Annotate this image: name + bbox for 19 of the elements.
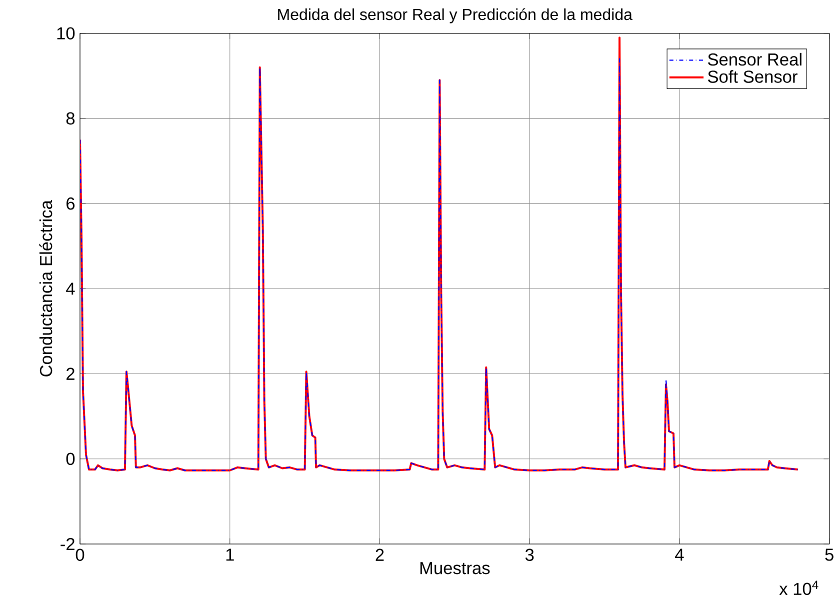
text: x 10$^{4}$ — [779, 580, 818, 596]
x-tick-label: 1 — [226, 548, 234, 561]
y-tick-label: 6 — [66, 197, 75, 210]
x-tick-label: 3 — [525, 548, 534, 561]
x-tick-label: 2 — [376, 548, 384, 561]
y-tick-label: -2 — [60, 538, 74, 550]
y-axis-title: Conductancia Eléctrica — [39, 200, 52, 376]
y-tick-label: 2 — [66, 368, 74, 380]
x-tick-label: 4 — [675, 548, 684, 561]
y-tick-label: 10 — [57, 27, 75, 40]
x-tick-label: 5 — [825, 548, 834, 561]
x-axis-title: Muestras — [420, 562, 490, 574]
y-tick-label: 0 — [66, 452, 75, 466]
y-tick-label: 8 — [66, 112, 75, 125]
legend-label: Sensor Real — [708, 52, 802, 66]
x-tick-label: 0 — [76, 548, 84, 561]
chart-title: Medida del sensor Real y Predicción de la medida — [278, 8, 632, 24]
legend-label: Soft Sensor — [708, 70, 798, 83]
y-tick-label: 4 — [66, 282, 75, 295]
